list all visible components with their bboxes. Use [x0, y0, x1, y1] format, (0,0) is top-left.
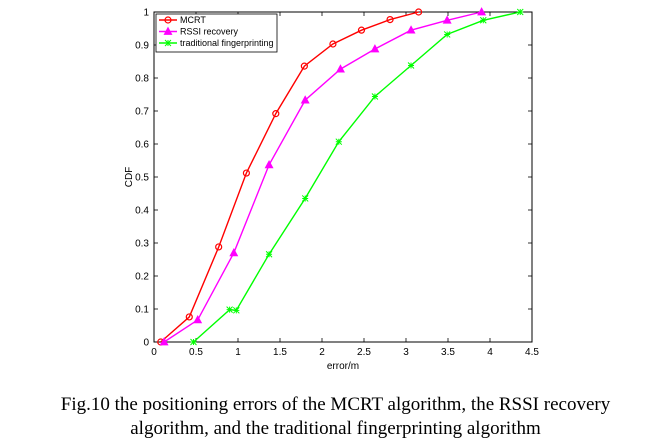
data-point — [371, 93, 379, 100]
data-point — [242, 169, 250, 177]
y-tick-label: 0.2 — [135, 272, 149, 283]
data-point — [215, 243, 223, 251]
y-tick-label: 0.7 — [135, 107, 149, 118]
data-point — [264, 159, 274, 169]
legend-swatch-marker — [163, 26, 173, 35]
data-point — [185, 313, 193, 321]
x-tick-label: 1 — [235, 347, 241, 358]
data-point — [329, 40, 337, 48]
series-layer — [157, 7, 524, 346]
y-tick-label: 0.6 — [135, 140, 149, 151]
data-point — [443, 31, 451, 38]
x-tick-label: 0 — [151, 347, 157, 358]
legend-label: RSSI recovery — [180, 27, 239, 37]
data-point — [336, 64, 345, 73]
x-tick-label: 3 — [403, 347, 409, 358]
data-point — [406, 25, 416, 34]
data-point — [159, 337, 169, 346]
data-point — [335, 138, 343, 146]
x-tick-label: 1.5 — [273, 347, 287, 358]
series-2 — [190, 8, 524, 346]
data-point — [229, 248, 239, 257]
x-tick-label: 3.5 — [441, 347, 455, 358]
data-point — [386, 15, 394, 24]
data-point — [193, 315, 203, 324]
y-tick-label: 0.9 — [135, 41, 149, 52]
y-tick-label: 0.8 — [135, 74, 149, 85]
data-point — [370, 44, 380, 53]
data-point — [415, 8, 423, 16]
y-axis-label: CDF — [124, 167, 135, 188]
figure-caption-line2: algorithm, and the traditional fingerpri… — [130, 418, 541, 439]
x-tick-label: 0.5 — [189, 347, 203, 358]
series-line — [163, 11, 482, 343]
data-point — [477, 7, 487, 16]
x-tick-label: 2.5 — [357, 347, 371, 358]
y-tick-label: 0.5 — [135, 173, 149, 184]
data-point — [479, 16, 487, 24]
data-point — [190, 338, 197, 346]
data-point — [407, 62, 415, 69]
data-point — [232, 306, 240, 314]
data-point — [272, 110, 280, 118]
x-tick-label: 4.5 — [525, 347, 539, 358]
plot-area — [153, 11, 533, 343]
legend-label: traditional fingerprinting — [180, 38, 274, 48]
axis-ticks: 0 0.5 1 1.5 2 2.5 3 3.5 4 4.5 0 0.1 0.2 0.3 0.4 0.5 0.6 0… — [135, 8, 539, 359]
y-tick-label: 0.1 — [135, 305, 149, 316]
legend-label: MCRT — [180, 15, 206, 25]
data-point — [442, 15, 452, 24]
data-point — [357, 26, 366, 34]
data-point — [226, 306, 233, 314]
data-point — [300, 62, 308, 70]
legend-swatch-marker — [164, 16, 172, 24]
series-1 — [159, 7, 487, 346]
x-tick-label: 2 — [319, 347, 325, 358]
data-point — [265, 250, 273, 258]
x-tick-label: 4 — [487, 347, 493, 358]
y-tick-label: 1 — [143, 8, 149, 19]
figure-caption-line1: Fig.10 the positioning errors of the MCR… — [60, 394, 611, 415]
data-point — [516, 8, 524, 16]
data-point — [301, 195, 309, 202]
data-point — [300, 95, 310, 104]
x-axis-label: error/m — [327, 361, 359, 372]
y-tick-label: 0.3 — [135, 239, 149, 250]
legend-swatch-marker — [164, 39, 172, 47]
series-line — [160, 11, 419, 343]
y-tick-label: 0.4 — [135, 206, 149, 217]
y-tick-label: 0 — [143, 338, 149, 349]
